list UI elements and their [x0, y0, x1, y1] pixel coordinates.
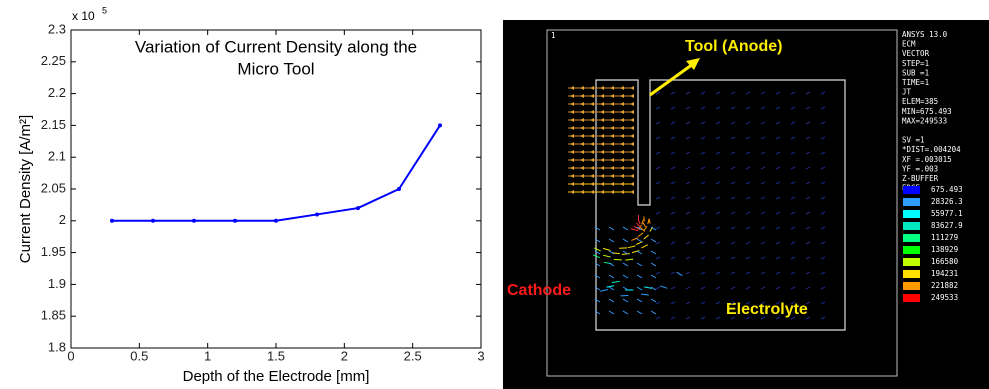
- legend-swatch: [903, 198, 920, 206]
- legend-swatch: [903, 294, 920, 302]
- data-point: [192, 219, 196, 223]
- data-point: [110, 219, 114, 223]
- y-tick-label: 2.15: [41, 117, 66, 132]
- info-text: VECTOR: [902, 49, 930, 58]
- info-text: MIN=675.493: [902, 107, 952, 116]
- legend-swatch: [903, 186, 920, 194]
- info-text: JT: [902, 88, 912, 97]
- data-point: [438, 123, 442, 127]
- legend-label: 111279: [931, 233, 958, 242]
- legend-swatch: [903, 258, 920, 266]
- x-axis-label: Depth of the Electrode [mm]: [183, 368, 370, 385]
- electrolyte-label: Electrolyte: [726, 301, 808, 318]
- data-point: [274, 219, 278, 223]
- legend-label: 83627.9: [931, 221, 963, 230]
- y-tick-label: 2: [59, 212, 66, 227]
- data-point: [356, 206, 360, 210]
- data-point: [151, 219, 155, 223]
- y-tick-label: 1.9: [48, 276, 66, 291]
- info-text: XF =.003015: [902, 155, 952, 164]
- data-point: [397, 187, 401, 191]
- y-tick-label: 1.95: [41, 244, 66, 259]
- x-tick-label: 3: [477, 348, 484, 363]
- info-text: SV =1: [902, 136, 925, 145]
- x-tick-label: 0: [67, 348, 74, 363]
- page: Variation of Current Density along the M…: [0, 0, 989, 389]
- legend-label: 166580: [931, 257, 959, 266]
- panel-number: 1: [551, 31, 556, 40]
- x-tick-label: 0.5: [130, 348, 148, 363]
- legend-swatch: [903, 234, 920, 242]
- field-arrow: [644, 216, 645, 221]
- y-tick-label: 2.1: [48, 149, 66, 164]
- y-tick-label: 1.8: [48, 339, 66, 354]
- legend-label: 194231: [931, 269, 958, 278]
- cathode-label: Cathode: [507, 282, 571, 299]
- legend-label: 675.493: [931, 185, 963, 194]
- legend-label: 221882: [931, 281, 958, 290]
- info-text: STEP=1: [902, 59, 929, 68]
- info-text: TIME=1: [902, 78, 929, 87]
- y-tick-label: 2.2: [48, 85, 66, 100]
- legend-label: 28326.3: [931, 197, 963, 206]
- legend-label: 249533: [931, 293, 958, 302]
- x-tick-label: 2: [341, 348, 348, 363]
- data-point: [315, 212, 319, 216]
- y-multiplier: x 10: [72, 9, 95, 23]
- data-point: [233, 219, 237, 223]
- y-tick-label: 2.25: [41, 53, 66, 68]
- info-text: *DIST=.004204: [902, 145, 961, 154]
- info-text: ECM: [902, 40, 916, 49]
- y-tick-label: 1.85: [41, 308, 66, 323]
- info-text: Z-BUFFER: [902, 174, 939, 183]
- chart-title: Micro Tool: [237, 59, 314, 78]
- info-text: YF =.003: [902, 164, 938, 173]
- y-multiplier-exponent: 5: [102, 5, 107, 15]
- x-tick-label: 1: [204, 348, 211, 363]
- legend-swatch: [903, 270, 920, 278]
- info-text: ELEM=385: [902, 97, 938, 106]
- y-tick-label: 2.05: [41, 180, 66, 195]
- legend-swatch: [903, 222, 920, 230]
- field-arrow: [622, 254, 630, 255]
- chart-title: Variation of Current Density along the: [135, 37, 417, 56]
- tool-label: Tool (Anode): [685, 38, 782, 55]
- y-axis-label: Current Density [A/m²]: [17, 115, 34, 263]
- legend-label: 138929: [931, 245, 958, 254]
- legend-label: 55977.1: [931, 209, 963, 218]
- info-text: ANSYS 13.0: [902, 30, 948, 39]
- y-tick-label: 2.3: [48, 21, 66, 36]
- x-tick-label: 1.5: [267, 348, 285, 363]
- info-text: SUB =1: [902, 68, 929, 77]
- x-tick-label: 2.5: [404, 348, 422, 363]
- info-text: MAX=249533: [902, 116, 947, 125]
- legend-swatch: [903, 210, 920, 218]
- legend-swatch: [903, 282, 920, 290]
- legend-swatch: [903, 246, 920, 254]
